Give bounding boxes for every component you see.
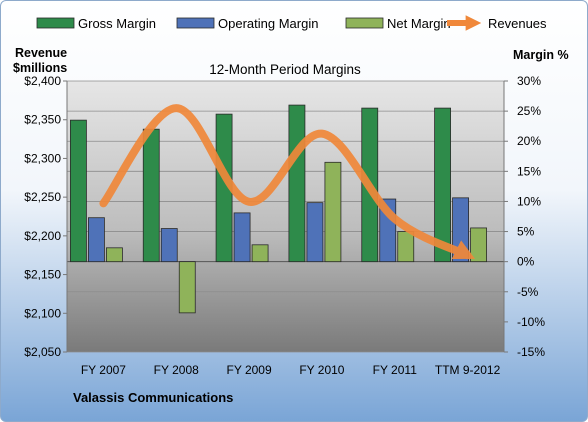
right-tick-label: 10% xyxy=(517,194,541,208)
bar-net-margin xyxy=(178,261,196,314)
right-tick-label: -5% xyxy=(517,285,539,299)
x-tick-label: FY 2011 xyxy=(373,363,418,377)
bar-gross-margin xyxy=(434,107,451,263)
left-axis-title-line2: $millions xyxy=(13,61,67,75)
left-tick-label: $2,250 xyxy=(24,190,61,204)
right-tick-label: -15% xyxy=(517,345,545,359)
x-tick-label: FY 2010 xyxy=(299,363,344,377)
bar-net-margin xyxy=(324,161,342,263)
legend: Gross Margin Operating Margin Net Margin Re… xyxy=(36,15,547,31)
bar-gross-margin xyxy=(70,119,87,263)
revenue-line xyxy=(99,104,476,260)
right-axis-title: Margin % xyxy=(513,48,569,62)
left-axis-title-line1: Revenue xyxy=(15,46,67,60)
axes: -15% -10% -5% 0% 5% 10% 15% 20% 25% 30% $2,050 $2,1… xyxy=(24,74,545,377)
legend-label: Revenues xyxy=(488,16,547,31)
x-tick-label: FY 2008 xyxy=(154,363,199,377)
left-tick-label: $2,400 xyxy=(24,74,61,88)
legend-item: Net Margin xyxy=(345,16,451,31)
right-tick-label: 15% xyxy=(517,164,541,178)
x-tick-label: FY 2009 xyxy=(227,363,272,377)
bar-net-margin xyxy=(251,244,269,263)
x-tick-label: TTM 9-2012 xyxy=(435,363,501,377)
left-tick-label: $2,350 xyxy=(24,113,61,127)
bar-gross-margin xyxy=(142,128,160,263)
legend-item: Gross Margin xyxy=(36,16,156,31)
legend-swatch xyxy=(36,17,75,29)
legend-item: Operating Margin xyxy=(176,16,318,31)
chart-title: 12-Month Period Margins xyxy=(209,62,361,77)
bar-net-margin xyxy=(470,227,487,263)
right-tick-label: -10% xyxy=(517,315,545,329)
left-tick-label: $2,300 xyxy=(24,151,61,165)
bar-operating-margin xyxy=(160,228,178,263)
bar-operating-margin xyxy=(88,217,105,263)
plot-area xyxy=(67,81,504,352)
right-tick-label: 0% xyxy=(517,255,535,269)
legend-label: Gross Margin xyxy=(78,16,156,31)
revenue-curve xyxy=(99,104,476,260)
left-tick-label: $2,050 xyxy=(24,345,61,359)
bar-net-margin xyxy=(106,247,123,263)
legend-swatch xyxy=(176,17,215,29)
company-name: Valassis Communications xyxy=(73,390,233,405)
legend-item: Revenues xyxy=(447,15,547,31)
left-tick-label: $2,150 xyxy=(24,268,61,282)
bar-net-margin xyxy=(397,231,415,263)
left-tick-label: $2,200 xyxy=(24,229,61,243)
right-tick-label: 5% xyxy=(517,225,535,239)
left-tick-label: $2,100 xyxy=(24,306,61,320)
legend-swatch xyxy=(345,17,384,29)
right-tick-label: 25% xyxy=(517,104,541,118)
right-tick-label: 30% xyxy=(517,74,541,88)
bar-operating-margin xyxy=(233,212,251,263)
right-tick-label: 20% xyxy=(517,134,541,148)
legend-label: Operating Margin xyxy=(218,16,318,31)
bar-gross-margin xyxy=(288,104,306,263)
bar-operating-margin xyxy=(306,202,324,263)
x-tick-label: FY 2007 xyxy=(81,363,126,377)
legend-label: Net Margin xyxy=(387,16,451,31)
